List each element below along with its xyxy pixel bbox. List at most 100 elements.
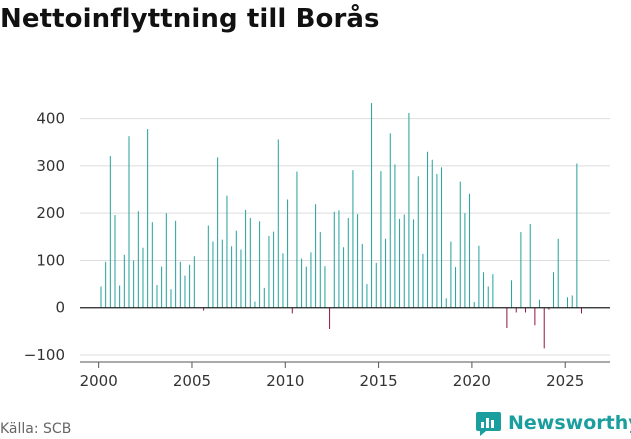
bar	[534, 307, 536, 326]
bar	[240, 249, 242, 308]
bar	[161, 266, 163, 308]
bar	[352, 170, 354, 308]
y-tick-label: 400	[36, 110, 65, 128]
bar	[287, 199, 289, 308]
bar	[175, 220, 177, 308]
bar	[109, 155, 111, 308]
bar	[576, 163, 578, 308]
bar	[203, 307, 205, 311]
x-tick-label: 2020	[453, 372, 491, 390]
bar	[226, 195, 228, 308]
bar	[478, 245, 480, 308]
bar	[245, 209, 247, 308]
bar	[338, 210, 340, 308]
bar	[464, 213, 466, 308]
y-tick-label: 100	[36, 251, 65, 269]
gridlines	[80, 118, 610, 356]
bar	[361, 243, 363, 308]
bar	[282, 253, 284, 308]
bar	[557, 238, 559, 308]
bar	[487, 286, 489, 308]
y-tick-label: 200	[36, 204, 65, 222]
bar	[133, 260, 135, 308]
bar	[427, 151, 429, 308]
chart-title: Nettoinflyttning till Borås	[0, 4, 380, 34]
y-axis: −100 0 100 200 300 400	[24, 110, 65, 364]
bar	[305, 266, 307, 308]
bar	[184, 275, 186, 308]
bar	[343, 247, 345, 308]
bar	[380, 171, 382, 308]
bar	[445, 298, 447, 308]
y-tick-label: 300	[36, 157, 65, 175]
bar	[207, 225, 209, 308]
bar	[581, 307, 583, 314]
bar	[259, 221, 261, 308]
y-tick-label: −100	[24, 346, 65, 364]
bar	[375, 262, 377, 308]
bar	[413, 219, 415, 308]
bar	[291, 307, 293, 314]
newsworthy-logo[interactable]: Newsworthy	[475, 408, 631, 438]
bar	[221, 239, 223, 308]
y-tick-label: 0	[55, 299, 65, 317]
bar	[403, 214, 405, 308]
bar	[366, 284, 368, 308]
bar	[170, 289, 172, 308]
bar	[469, 193, 471, 308]
bar	[450, 241, 452, 308]
bar	[385, 238, 387, 308]
x-tick-label: 2010	[266, 372, 304, 390]
x-axis: 2000 2005 2010 2015 2020 2025	[80, 362, 584, 390]
bar	[399, 218, 401, 308]
bar	[571, 295, 573, 308]
bar	[301, 258, 303, 308]
bar	[389, 133, 391, 308]
source-note: Källa: SCB	[0, 421, 72, 437]
bar	[431, 159, 433, 308]
bar	[408, 112, 410, 308]
bar	[254, 301, 256, 308]
bar	[529, 224, 531, 308]
bar	[520, 232, 522, 308]
bar	[165, 213, 167, 308]
bar	[315, 204, 317, 308]
bar	[394, 164, 396, 308]
bar	[473, 302, 475, 308]
bar	[268, 235, 270, 308]
bar	[105, 261, 107, 308]
bar	[249, 217, 251, 308]
bar	[539, 299, 541, 308]
bar	[455, 267, 457, 308]
bar	[151, 222, 153, 308]
bar	[525, 307, 527, 313]
bar	[553, 272, 555, 308]
bar	[515, 307, 517, 313]
bar	[114, 215, 116, 308]
bar	[128, 136, 130, 308]
bar	[100, 286, 102, 308]
x-tick-label: 2025	[546, 372, 584, 390]
bar	[296, 171, 298, 308]
bar	[310, 252, 312, 308]
bar	[333, 211, 335, 308]
bar	[459, 181, 461, 308]
bar	[417, 176, 419, 308]
bar	[329, 307, 331, 329]
bar	[277, 139, 279, 308]
bar	[357, 214, 359, 308]
bar	[263, 287, 265, 308]
bar	[324, 266, 326, 308]
x-tick-label: 2000	[80, 372, 118, 390]
bar	[189, 264, 191, 308]
bar	[142, 247, 144, 308]
bar	[179, 261, 181, 308]
bar	[422, 253, 424, 308]
bar	[511, 280, 513, 308]
axes	[80, 307, 610, 363]
bar	[123, 254, 125, 308]
bar	[483, 272, 485, 308]
bar	[543, 307, 545, 349]
bar	[119, 285, 121, 308]
